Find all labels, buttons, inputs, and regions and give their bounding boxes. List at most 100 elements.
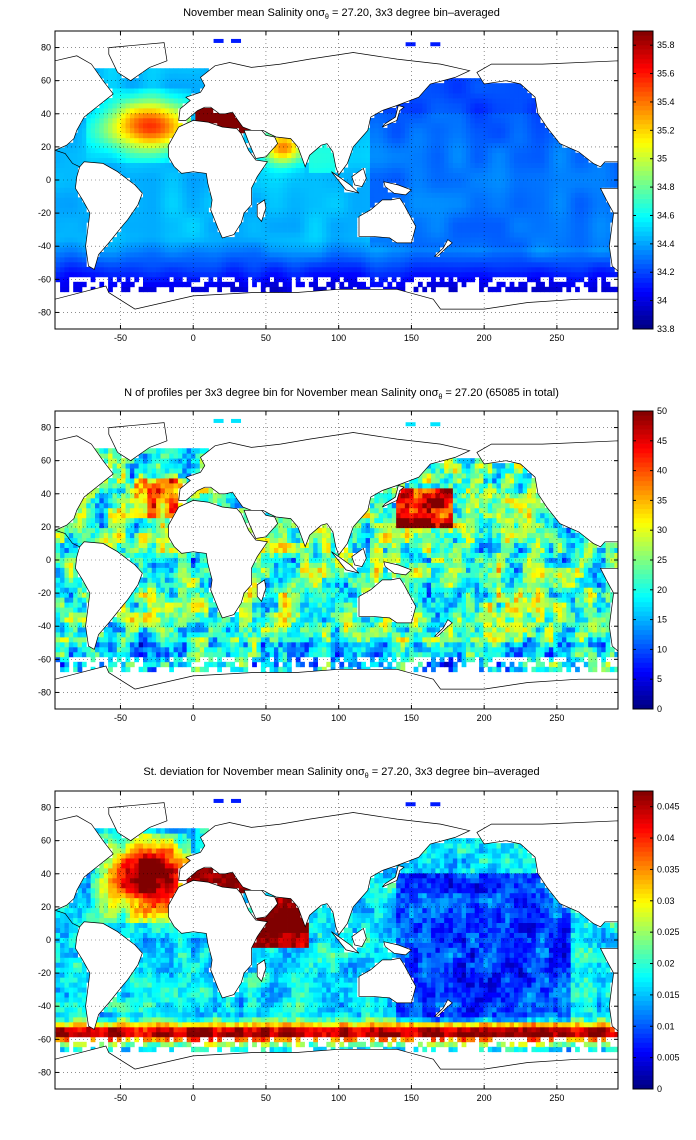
heatmap-cell <box>300 281 305 288</box>
heatmap-cell <box>151 177 157 183</box>
heatmap-cell <box>431 217 436 223</box>
heatmap-cell <box>125 666 131 673</box>
heatmap-cell <box>295 217 301 223</box>
heatmap-cell <box>588 192 593 198</box>
heatmap-cell <box>535 192 541 198</box>
heatmap-cell <box>522 227 528 233</box>
heatmap-cell <box>531 147 537 154</box>
heatmap-cell <box>112 497 118 504</box>
heatmap-cell <box>260 197 266 203</box>
heatmap-cell <box>204 271 209 278</box>
heatmap-cell <box>295 162 301 168</box>
heatmap-cell <box>164 661 170 668</box>
heatmap-cell <box>121 237 126 243</box>
heatmap-cell <box>247 222 253 228</box>
heatmap-cell <box>230 286 236 293</box>
heatmap-cell <box>129 632 135 638</box>
heatmap-cell <box>86 497 92 504</box>
heatmap-cell <box>186 582 192 588</box>
heatmap-cell <box>308 247 314 253</box>
heatmap-cell <box>138 622 144 628</box>
heatmap-cell <box>134 276 140 283</box>
heatmap-cell <box>160 547 166 553</box>
heatmap-cell <box>378 177 384 183</box>
heatmap-cell <box>164 527 170 534</box>
heatmap-cell <box>212 227 218 233</box>
heatmap-cell <box>173 651 179 658</box>
heatmap-cell <box>561 256 567 263</box>
heatmap-cell <box>116 83 122 89</box>
heatmap-cell <box>513 93 519 99</box>
heatmap-cell <box>68 192 74 198</box>
heatmap-cell <box>557 222 563 228</box>
heatmap-cell <box>557 197 563 203</box>
heatmap-cell <box>143 227 148 233</box>
heatmap-cell <box>60 602 65 608</box>
heatmap-cell <box>252 281 257 288</box>
heatmap-cell <box>143 557 148 563</box>
heatmap-cell <box>374 142 380 149</box>
heatmap-cell <box>108 256 113 263</box>
heatmap-cell <box>300 177 305 183</box>
heatmap-cell <box>177 597 183 603</box>
heatmap-cell <box>77 612 83 618</box>
heatmap-cell <box>208 232 214 238</box>
heatmap-cell <box>116 252 122 258</box>
heatmap-cell <box>64 157 70 164</box>
heatmap-cell <box>90 271 96 278</box>
heatmap-cell <box>417 137 423 144</box>
heatmap-cell <box>592 232 598 238</box>
heatmap-cell <box>383 252 388 258</box>
heatmap-cell <box>356 271 362 278</box>
heatmap-cell <box>444 222 449 228</box>
heatmap-cell <box>518 103 524 109</box>
heatmap-cell <box>147 83 153 89</box>
heatmap-cell <box>182 463 188 469</box>
heatmap-cell <box>313 202 318 208</box>
heatmap-cell <box>243 276 249 283</box>
heatmap-cell <box>601 202 607 208</box>
heatmap-cell <box>134 646 140 653</box>
heatmap-cell <box>134 98 140 104</box>
heatmap-cell <box>492 252 497 258</box>
heatmap-cell <box>147 656 153 663</box>
heatmap-cell <box>422 112 428 119</box>
heatmap-cell <box>588 256 593 263</box>
heatmap-cell <box>509 132 515 139</box>
heatmap-cell <box>173 247 179 253</box>
heatmap-cell <box>435 147 441 154</box>
heatmap-cell <box>557 266 563 273</box>
heatmap-cell <box>378 271 384 278</box>
heatmap-cell <box>452 152 458 159</box>
heatmap-cell <box>138 202 144 208</box>
heatmap-cell <box>304 207 310 213</box>
heatmap-cell <box>527 222 532 228</box>
heatmap-cell <box>177 453 183 459</box>
heatmap-cell <box>147 132 153 139</box>
heatmap-cell <box>99 117 105 124</box>
heatmap-cell <box>134 527 140 534</box>
heatmap-cell <box>99 112 105 119</box>
heatmap-cell <box>492 202 497 208</box>
heatmap-cell <box>164 572 170 578</box>
heatmap-cell <box>134 552 140 558</box>
heatmap-cell <box>191 577 196 583</box>
heatmap-cell <box>496 202 502 208</box>
heatmap-cell <box>77 237 83 243</box>
heatmap-cell <box>575 192 580 198</box>
heatmap-cell <box>138 88 144 94</box>
heatmap-cell <box>212 281 218 288</box>
heatmap-cell <box>452 157 458 164</box>
heatmap-cell <box>557 147 563 154</box>
heatmap-cell <box>199 266 205 273</box>
heatmap-cell <box>448 217 454 223</box>
heatmap-cell <box>548 167 554 173</box>
heatmap-cell <box>99 137 105 144</box>
heatmap-cell <box>99 497 105 504</box>
heatmap-cell <box>291 152 297 159</box>
heatmap-cell <box>291 172 297 178</box>
heatmap-cell <box>243 222 249 228</box>
heatmap-cell <box>426 93 432 99</box>
heatmap-cell <box>116 256 122 263</box>
heatmap-cell <box>125 252 131 258</box>
